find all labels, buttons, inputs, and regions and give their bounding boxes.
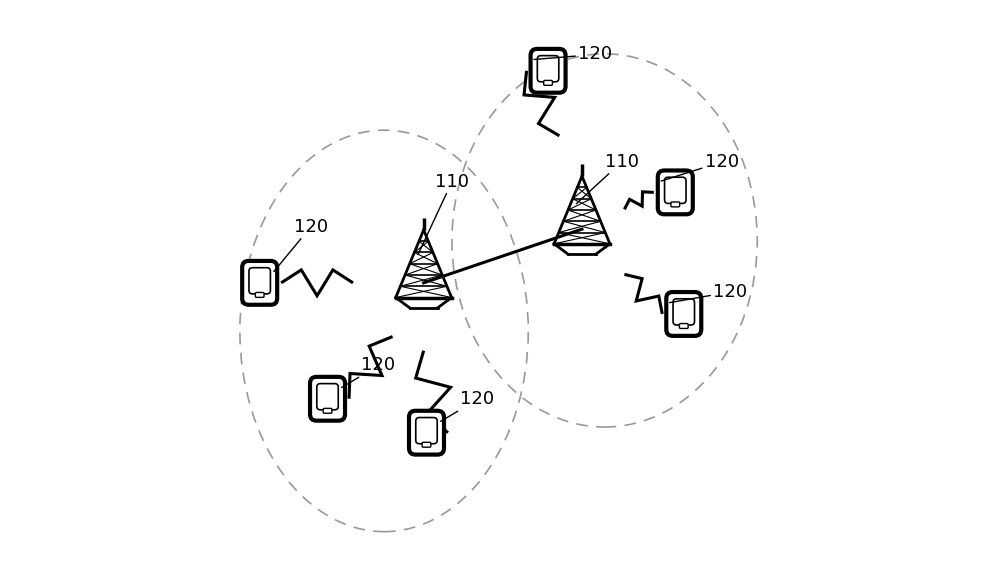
Text: 110: 110	[418, 173, 469, 254]
FancyBboxPatch shape	[537, 55, 559, 82]
FancyBboxPatch shape	[310, 377, 345, 421]
FancyBboxPatch shape	[323, 409, 332, 413]
FancyBboxPatch shape	[544, 80, 552, 85]
FancyBboxPatch shape	[679, 324, 688, 328]
Text: 110: 110	[576, 153, 639, 204]
FancyBboxPatch shape	[416, 418, 437, 444]
FancyBboxPatch shape	[242, 261, 277, 305]
Text: 120: 120	[342, 357, 396, 388]
Text: 120: 120	[661, 153, 739, 181]
FancyBboxPatch shape	[531, 49, 566, 93]
FancyBboxPatch shape	[673, 299, 695, 325]
FancyBboxPatch shape	[409, 411, 444, 455]
Text: 120: 120	[670, 283, 747, 302]
FancyBboxPatch shape	[422, 443, 431, 447]
FancyBboxPatch shape	[317, 384, 338, 410]
Text: 120: 120	[441, 391, 495, 421]
FancyBboxPatch shape	[255, 293, 264, 297]
FancyBboxPatch shape	[666, 292, 701, 336]
FancyBboxPatch shape	[665, 177, 686, 204]
Text: 120: 120	[534, 46, 612, 63]
Text: 120: 120	[274, 218, 328, 272]
FancyBboxPatch shape	[658, 170, 693, 214]
FancyBboxPatch shape	[249, 268, 270, 294]
FancyBboxPatch shape	[671, 202, 680, 207]
